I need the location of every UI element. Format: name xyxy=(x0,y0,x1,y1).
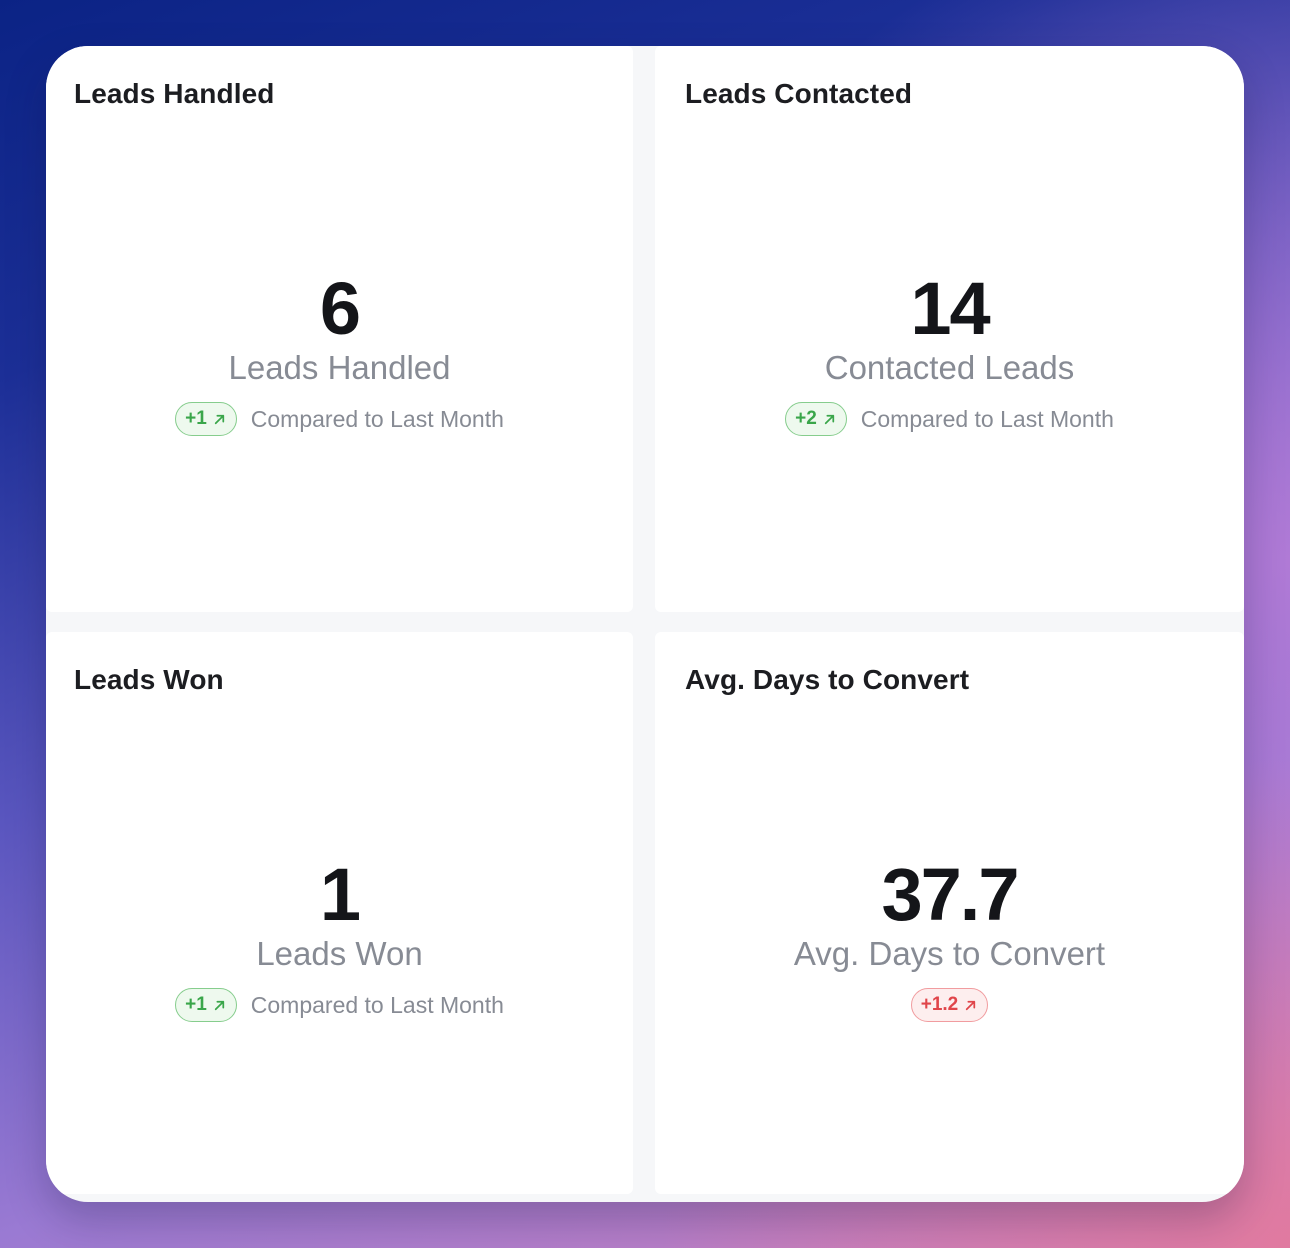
change-badge: +1.2 xyxy=(910,988,989,1023)
metric-block: 6 Leads Handled +1 Compared to Last Mont… xyxy=(46,267,633,437)
change-value: +2 xyxy=(795,408,817,430)
comparison-row: +1 Compared to Last Month xyxy=(175,988,504,1023)
comparison-row: +1 Compared to Last Month xyxy=(175,402,504,437)
metric-value: 14 xyxy=(910,267,990,350)
card-title: Leads Contacted xyxy=(685,78,913,109)
card-avg-days-to-convert: Avg. Days to Convert 37.7 Avg. Days to C… xyxy=(655,632,1244,1194)
card-title: Avg. Days to Convert xyxy=(685,664,970,695)
comparison-row: +1.2 xyxy=(910,988,989,1023)
card-leads-handled: Leads Handled 6 Leads Handled +1 Compare… xyxy=(46,46,633,612)
arrow-up-right-icon xyxy=(214,1000,224,1010)
change-value: +1.2 xyxy=(920,994,959,1016)
card-leads-contacted: Leads Contacted 14 Contacted Leads +2 Co… xyxy=(655,46,1244,612)
card-title: Leads Won xyxy=(74,664,224,695)
metric-block: 37.7 Avg. Days to Convert +1.2 xyxy=(655,853,1244,1023)
metric-block: 14 Contacted Leads +2 Compared to Last M… xyxy=(655,267,1244,437)
change-badge: +1 xyxy=(175,402,237,437)
metric-value: 1 xyxy=(319,853,361,936)
arrow-up-right-icon xyxy=(214,414,224,424)
change-value: +1 xyxy=(185,408,207,430)
change-badge: +2 xyxy=(785,402,847,437)
comparison-text: Compared to Last Month xyxy=(860,405,1114,432)
metric-label: Leads Won xyxy=(256,935,423,972)
metric-label: Leads Handled xyxy=(228,349,451,386)
metrics-grid: Leads Handled 6 Leads Handled +1 Compare… xyxy=(46,46,1244,1202)
comparison-text: Compared to Last Month xyxy=(250,405,504,432)
change-value: +1 xyxy=(185,994,207,1016)
metric-value: 6 xyxy=(319,267,361,350)
card-leads-won: Leads Won 1 Leads Won +1 Compared to Las… xyxy=(46,632,633,1194)
comparison-text: Compared to Last Month xyxy=(250,991,504,1018)
comparison-row: +2 Compared to Last Month xyxy=(785,402,1114,437)
metric-block: 1 Leads Won +1 Compared to Last Month xyxy=(46,853,633,1023)
metric-label: Contacted Leads xyxy=(824,349,1075,386)
card-title: Leads Handled xyxy=(74,78,275,109)
metric-label: Avg. Days to Convert xyxy=(793,935,1106,972)
arrow-up-right-icon xyxy=(824,414,834,424)
arrow-up-right-icon xyxy=(966,1000,976,1010)
metrics-panel: Leads Handled 6 Leads Handled +1 Compare… xyxy=(46,46,1244,1202)
metric-value: 37.7 xyxy=(881,853,1019,936)
change-badge: +1 xyxy=(175,988,237,1023)
